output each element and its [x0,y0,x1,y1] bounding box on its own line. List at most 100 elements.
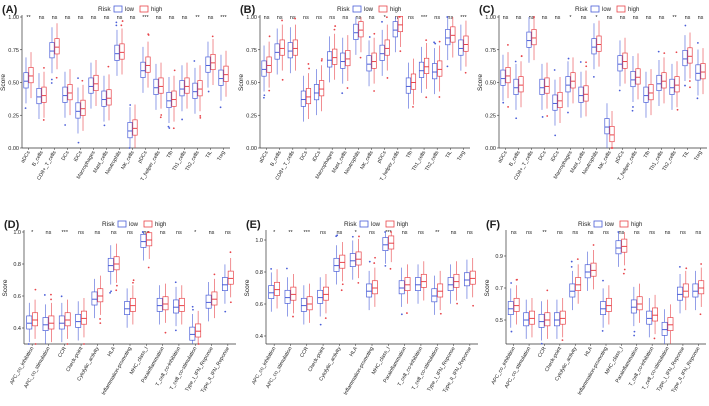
x-tick-label: CCR [57,346,68,359]
box-high [559,310,566,325]
x-tick-label: Treg [456,150,466,162]
y-tick-label: 0.75 [485,48,496,54]
outlier-point-low [174,281,177,284]
y-tick-label: 0.5 [495,318,503,324]
outlier-point-high [576,258,579,261]
box-low [604,118,610,135]
legend-low-label: low [129,222,139,228]
outlier-point-low [631,109,634,112]
outlier-point-high [533,16,536,18]
significance-label: ns [39,15,45,21]
box-low [382,237,389,251]
outlier-point-high [385,16,388,19]
box-low [523,312,530,327]
outlier-point-high [268,35,271,38]
panel-label: (C) [479,4,495,16]
box-high [570,72,576,89]
outlier-point-low [657,50,660,53]
outlier-point-high [438,96,441,98]
box-low [415,277,421,291]
box-low [398,280,405,295]
outlier-point-high [546,289,549,292]
y-tick-label: 0.75 [8,48,19,54]
box-low [584,264,591,279]
legend-low-swatch [117,220,127,228]
box-high [211,291,218,306]
outlier-point-high [357,281,360,284]
box-low [591,38,597,55]
box-high [355,251,362,266]
outlier-point-low [514,60,517,63]
box-high [518,76,524,93]
significance-label: ns [581,15,587,21]
significance-label: ns [542,15,548,21]
panel-C: (C) Risk low high Score 0.00 0.25 0.50 0.75 1.00 n… [477,4,707,182]
significance-label: ns [78,15,84,21]
outlier-point-high [623,268,626,271]
outlier-point-low [446,65,449,68]
legend-low-swatch [590,5,600,13]
box-low [218,69,224,86]
significance-label: ns [603,230,609,236]
legend-high-label: high [397,222,408,228]
y-tick-label: 0.25 [8,113,19,119]
outlier-point-high [333,28,336,31]
x-tick-label: Inflammation-promoting [343,346,375,396]
box-low [431,288,438,303]
outlier-point-high [507,106,509,108]
box-low [36,88,42,105]
significance-label: ns [511,230,517,236]
x-tick-label: pDCs [376,150,388,165]
box-high [635,68,641,85]
significance-label: ** [542,230,547,236]
outlier-point-low [50,82,53,84]
outlier-point-high [373,262,376,264]
box-high [145,56,151,73]
box-low [274,43,280,60]
outlier-point-high [472,304,474,307]
outlier-point-high [373,90,375,92]
significance-label: ns [418,230,424,236]
box-low [507,301,514,315]
box-high [339,254,346,269]
box-high [437,283,444,298]
significance-label: ns [356,15,362,21]
significance-label: ns [156,15,162,21]
x-tick-label: aDCs [258,150,270,165]
legend-title: Risk [575,6,588,13]
outlier-point-high [268,89,271,92]
x-tick-label: HLA [584,346,595,358]
legend-high-swatch [616,5,626,13]
panel-label: (D) [4,219,20,231]
box-low [392,21,398,38]
significance-label: ns [698,15,704,21]
outlier-point-low [285,267,288,270]
x-tick-label: TIL [445,150,454,160]
significance-label: ns [555,15,561,21]
significance-label: ns [320,230,326,236]
outlier-point-low [632,106,634,108]
box-high [700,63,706,80]
outlier-point-high [66,343,69,345]
significance-label: ns [685,15,691,21]
box-high [575,277,582,291]
outlier-point-high [688,80,691,82]
outlier-point-low [167,125,170,128]
outlier-point-low [510,330,513,333]
outlier-point-high [121,20,124,22]
box-high [279,39,285,56]
outlier-point-high [546,115,549,117]
box-high [129,297,136,312]
box-low [500,69,506,86]
significance-label: ns [225,230,231,236]
outlier-point-low [570,260,573,263]
box-low [432,63,438,80]
box-high [661,72,667,89]
x-tick-label: HLA [349,346,360,358]
box-high [319,80,325,97]
x-tick-label: NK_cells [120,150,136,171]
box-low [656,74,662,91]
box-low [552,94,558,111]
